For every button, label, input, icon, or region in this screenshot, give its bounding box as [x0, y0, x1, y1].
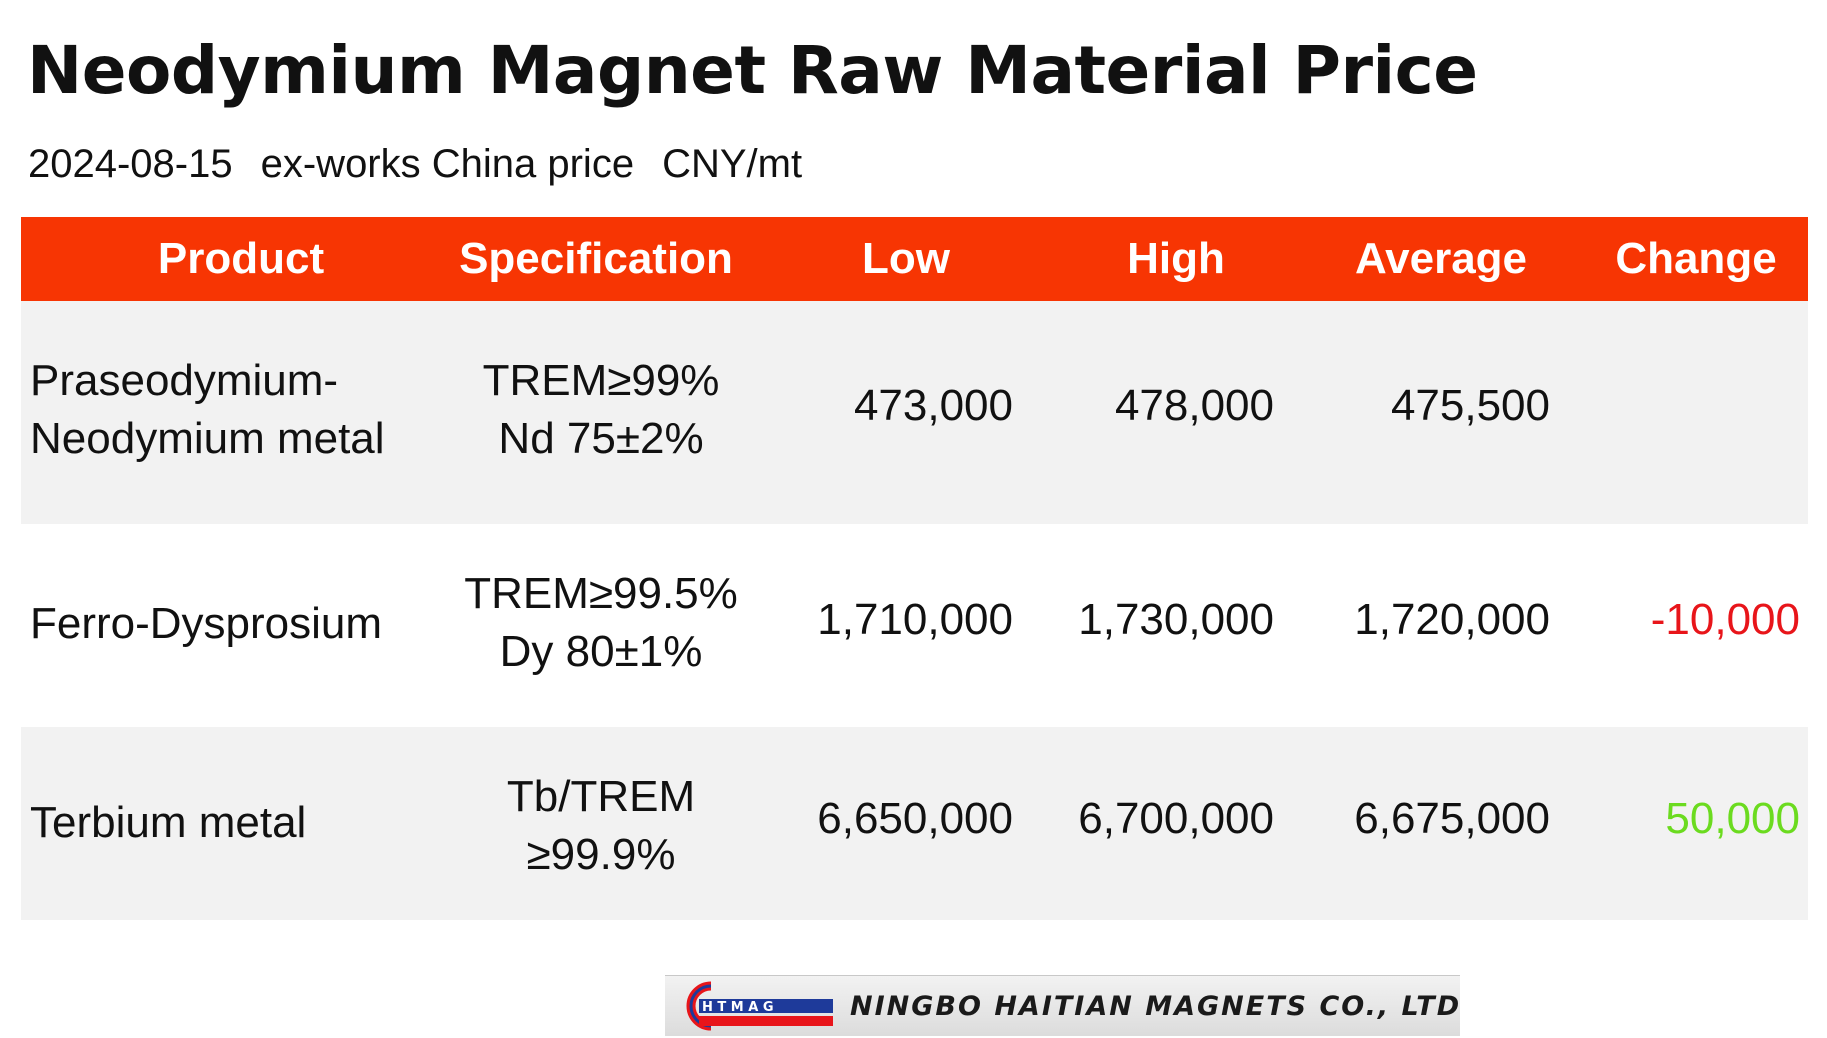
- header-average: Average: [1354, 234, 1528, 283]
- table-row: Terbium metal Tb/TREM ≥99.9% 6,650,000 6…: [21, 727, 1808, 920]
- low-price: 1,710,000: [817, 595, 1013, 644]
- average-price: 1,720,000: [1354, 595, 1550, 644]
- price-change: -10,000: [1650, 595, 1800, 644]
- spec-cell: Tb/TREM ≥99.9%: [451, 768, 751, 884]
- svg-text:H T M A G: H T M A G: [702, 1000, 774, 1015]
- table-header: Product Specification Low High Average C…: [21, 217, 1808, 301]
- product-name-line: Neodymium metal: [30, 414, 385, 463]
- table-row: Ferro-Dysprosium TREM≥99.5% Dy 80±1% 1,7…: [21, 524, 1808, 727]
- average-price: 6,675,000: [1354, 794, 1550, 843]
- subtitle: 2024-08-15 ex-works China price CNY/mt: [28, 136, 830, 192]
- price-date: 2024-08-15: [28, 142, 233, 186]
- spec-line: TREM≥99%: [482, 356, 720, 405]
- spec-line: ≥99.9%: [526, 830, 676, 879]
- high-price: 1,730,000: [1078, 595, 1274, 644]
- spec-cell: TREM≥99.5% Dy 80±1%: [451, 565, 751, 681]
- spec-line: Dy 80±1%: [499, 627, 703, 676]
- product-cell: Terbium metal: [30, 794, 306, 852]
- high-price: 478,000: [1114, 381, 1274, 430]
- company-logo-banner: H T M A G NINGBO HAITIAN MAGNETS CO., LT…: [665, 975, 1460, 1036]
- product-name-line: Terbium metal: [30, 798, 307, 847]
- price-unit: CNY/mt: [662, 142, 803, 186]
- htmag-logo-icon: H T M A G: [686, 981, 833, 1031]
- table-row: Praseodymium- Neodymium metal TREM≥99% N…: [21, 301, 1808, 524]
- spec-line: TREM≥99.5%: [464, 569, 738, 618]
- high-price: 6,700,000: [1078, 794, 1274, 843]
- spec-line: Nd 75±2%: [498, 414, 704, 463]
- product-cell: Praseodymium- Neodymium metal: [30, 352, 385, 468]
- header-high: High: [1127, 234, 1225, 283]
- low-price: 6,650,000: [817, 794, 1013, 843]
- header-change: Change: [1615, 234, 1777, 283]
- price-change: 50,000: [1665, 794, 1800, 843]
- spec-cell: TREM≥99% Nd 75±2%: [451, 352, 751, 468]
- page-title: Neodymium Magnet Raw Material Price: [27, 32, 1478, 109]
- company-name: NINGBO HAITIAN MAGNETS CO., LTD: [850, 991, 1462, 1022]
- header-product: Product: [157, 234, 325, 283]
- product-cell: Ferro-Dysprosium: [30, 595, 382, 653]
- product-name-line: Ferro-Dysprosium: [30, 599, 383, 648]
- spec-line: Tb/TREM: [506, 772, 696, 821]
- header-low: Low: [862, 234, 950, 283]
- average-price: 475,500: [1390, 381, 1550, 430]
- low-price: 473,000: [853, 381, 1013, 430]
- price-basis: ex-works China price: [260, 142, 635, 186]
- header-specification: Specification: [459, 234, 733, 283]
- price-table: Product Specification Low High Average C…: [21, 217, 1808, 920]
- product-name-line: Praseodymium-: [30, 356, 339, 405]
